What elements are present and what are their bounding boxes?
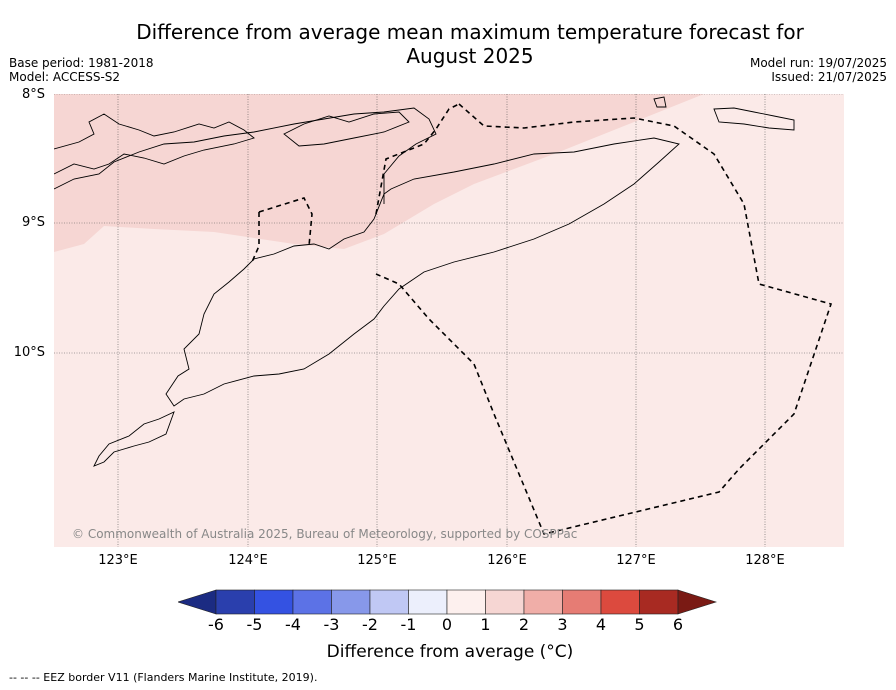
lat-label-10s: 10°S: [13, 345, 45, 360]
colorbar-segment: [600, 589, 640, 615]
colorbar-tick-label: 1: [480, 615, 491, 634]
colorbar-tick-label: 4: [595, 615, 607, 634]
colorbar-segment: [523, 589, 563, 615]
coastline: [54, 96, 795, 467]
colorbar-segments: [177, 589, 717, 615]
colorbar-tick-label: -3: [323, 615, 340, 634]
coast-island-mid: [283, 111, 410, 147]
coast-island-west: [54, 113, 255, 175]
model-name: Model: ACCESS-S2: [9, 70, 121, 84]
colorbar-tick-label: 2: [518, 615, 530, 634]
colorbar: [177, 589, 718, 615]
model-run: Model run: 19/07/2025: [749, 56, 887, 70]
colorbar-label: Difference from average (°C): [326, 642, 574, 662]
colorbar-segment: [446, 589, 486, 615]
copyright-notice: © Commonwealth of Australia 2025, Bureau…: [72, 527, 578, 541]
coast-roti: [93, 411, 175, 467]
eez-border-east: [375, 103, 833, 535]
colorbar-segment: [485, 589, 525, 615]
lon-label-124e: 124°E: [228, 553, 268, 568]
colorbar-tick-label: 3: [557, 615, 568, 634]
map-panel: [54, 94, 844, 547]
colorbar-tick-label: -6: [208, 615, 224, 634]
anomaly-region-1-2: [54, 94, 704, 252]
base-period: Base period: 1981-2018: [9, 56, 154, 70]
colorbar-extend-low: [177, 589, 217, 615]
eez-border-west: [258, 197, 313, 247]
colorbar-tick-label: -1: [400, 615, 417, 634]
colorbar-extend-high: [677, 589, 717, 615]
colorbar-tick-label: -5: [246, 615, 263, 634]
map-title: Difference from average mean maximum tem…: [100, 20, 840, 68]
coast-islet: [653, 96, 667, 108]
map-canvas: [54, 94, 844, 547]
colorbar-canvas: [177, 589, 717, 615]
colorbar-tick-label: -4: [285, 615, 301, 634]
colorbar-segment: [408, 589, 448, 615]
lon-label-127e: 127°E: [616, 553, 656, 568]
coast-north-islands: [54, 107, 437, 204]
colorbar-tick-label: 5: [634, 615, 645, 634]
meta-right: Model run: 19/07/2025 Issued: 21/07/2025: [750, 56, 887, 84]
colorbar-segment: [639, 589, 679, 615]
colorbar-tick-label: 6: [672, 615, 684, 634]
title-line-1: Difference from average mean maximum tem…: [136, 20, 804, 44]
meta-left: Base period: 1981-2018 Model: ACCESS-S2: [9, 56, 154, 84]
lon-label-123e: 123°E: [98, 553, 138, 568]
eez-border-west-stem: [251, 212, 260, 263]
lat-label-8s: 8°S: [21, 87, 45, 102]
eez-footnote: -- -- -- EEZ border V11 (Flanders Marine…: [9, 671, 318, 684]
colorbar-segment: [331, 589, 371, 615]
colorbar-tick-label: -2: [362, 615, 378, 634]
eez-border: [251, 103, 833, 535]
colorbar-segment: [254, 589, 294, 615]
colorbar-tick-label: 0: [441, 615, 453, 634]
lon-label-125e: 125°E: [357, 553, 397, 568]
colorbar-segment: [369, 589, 409, 615]
colorbar-segment: [562, 589, 602, 615]
lon-label-126e: 126°E: [487, 553, 527, 568]
title-line-2: August 2025: [406, 44, 534, 68]
lat-label-9s: 9°S: [21, 215, 45, 230]
graticule: [54, 94, 844, 547]
colorbar-segment: [292, 589, 332, 615]
coast-island-east: [713, 107, 795, 131]
coast-timor: [165, 137, 680, 407]
eez-border-north: [375, 103, 460, 215]
colorbar-segment: [215, 589, 255, 615]
issued-date: Issued: 21/07/2025: [771, 70, 887, 84]
lon-label-128e: 128°E: [745, 553, 785, 568]
